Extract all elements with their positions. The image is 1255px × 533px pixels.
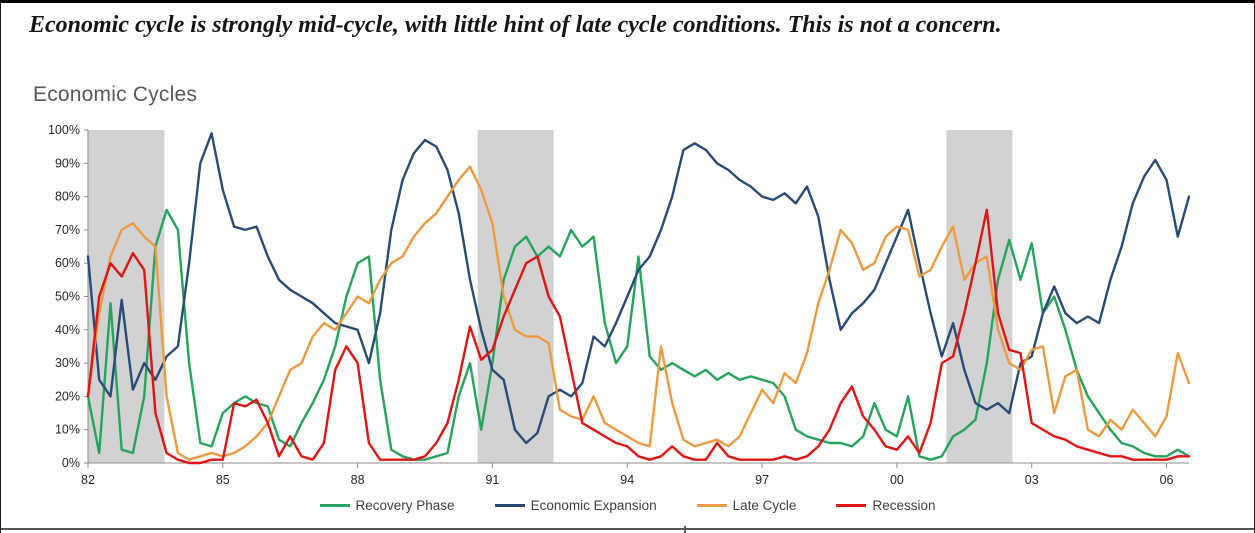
y-tick-label: 20% [55, 389, 80, 403]
y-tick-label: 10% [55, 423, 80, 437]
legend-item-late-cycle: Late Cycle [696, 498, 797, 513]
x-tick-label: 88 [351, 473, 365, 487]
recession-shading-band [477, 130, 554, 463]
chart-title: Economic Cycles [33, 83, 198, 106]
legend-label: Late Cycle [732, 498, 797, 513]
x-tick-label: 06 [1160, 473, 1174, 487]
legend-label: Recession [872, 498, 936, 513]
x-tick-label: 03 [1025, 473, 1039, 487]
x-tick-label: 85 [216, 473, 230, 487]
cropped-table-top-border [1, 526, 1254, 533]
series-line-late-cycle [86, 165, 1191, 461]
y-tick-label: 40% [55, 323, 80, 337]
legend-swatch-economic-expansion [494, 504, 525, 507]
legend-label: Economic Expansion [530, 498, 657, 513]
x-tick-label: 00 [890, 473, 904, 487]
x-tick-label: 97 [755, 473, 769, 487]
chart-legend: Recovery Phase Economic Expansion Late Cyc… [1, 498, 1254, 513]
legend-swatch-late-cycle [696, 504, 727, 507]
legend-swatch-recovery-phase [319, 504, 350, 507]
legend-item-recovery-phase: Recovery Phase [319, 498, 455, 513]
headline-text: Economic cycle is strongly mid-cycle, wi… [29, 12, 1002, 38]
economic-cycles-chart: 0% 10% 20% 30% 40% 50% 60% 70% 80% 90% 100% 82 85 88 9… [48, 123, 1191, 487]
y-tick-label: 70% [55, 223, 80, 237]
y-tick-label: 30% [55, 356, 80, 370]
x-tick-label: 82 [81, 473, 95, 487]
legend-item-recession: Recession [836, 498, 935, 513]
y-tick-label: 80% [55, 190, 80, 204]
series-line-recovery-phase [86, 208, 1191, 461]
y-tick-label: 100% [48, 123, 80, 137]
legend-label: Recovery Phase [355, 498, 455, 513]
recession-shading-band [946, 130, 1013, 463]
y-tick-label: 0% [62, 456, 80, 470]
series-line-economic-expansion [86, 132, 1191, 445]
y-tick-label: 90% [55, 156, 80, 170]
x-tick-label: 91 [485, 473, 499, 487]
x-tick-label: 94 [620, 473, 634, 487]
legend-swatch-recession [836, 504, 867, 507]
legend-item-economic-expansion: Economic Expansion [494, 498, 657, 513]
y-tick-label: 60% [55, 256, 80, 270]
series-line-recession [86, 208, 1191, 465]
y-tick-label: 50% [55, 290, 80, 304]
cropped-table-column-divider [684, 526, 686, 533]
